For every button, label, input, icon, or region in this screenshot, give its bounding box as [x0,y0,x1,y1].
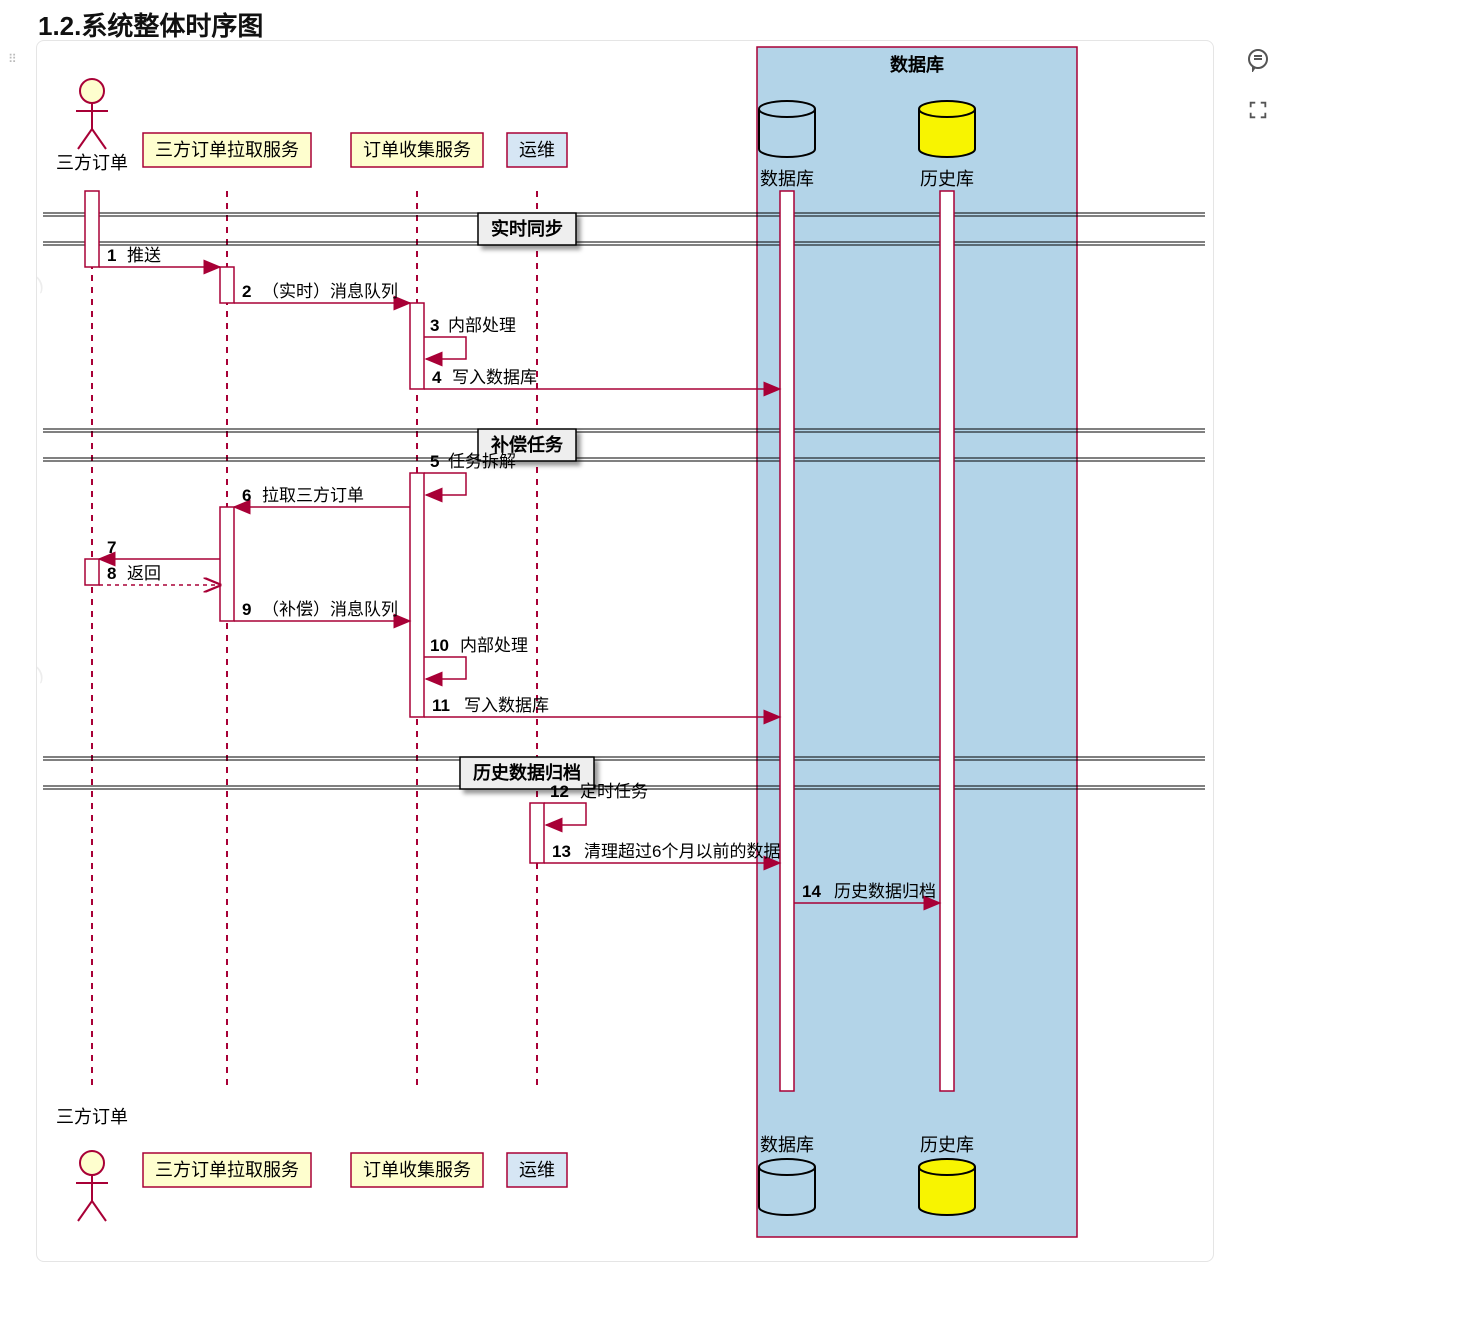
msg-label: 写入数据库 [464,696,549,715]
db-group-box [757,47,1077,1237]
msg-label: 返回 [127,564,161,583]
msg-num: 3 [430,316,439,335]
msg-label: 内部处理 [448,316,516,335]
db-cylinder [919,101,975,117]
participant-label: 历史库 [920,169,974,189]
msg-num: 8 [107,564,116,583]
fullscreen-icon[interactable] [1244,96,1272,124]
comment-icon[interactable] [1244,46,1272,74]
activation-db2 [940,191,954,1091]
participant-label: 历史库 [920,1135,974,1155]
msg-10 [424,657,466,679]
msg-num: 2 [242,282,251,301]
db-cylinder [919,1159,975,1175]
activation-p4 [530,803,544,863]
msg-label: 历史数据归档 [834,882,936,901]
activation-p1 [85,559,99,585]
activation-p2 [220,507,234,621]
msg-label: 内部处理 [460,636,528,655]
activation-p3 [410,473,424,717]
participant-label: 三方订单 [56,1107,128,1127]
watermark: 遥望科技 - 唯一(1665644) [441,41,664,44]
participant-label: 三方订单拉取服务 [155,140,299,160]
watermark: 644) [37,661,46,695]
msg-num: 12 [550,782,569,801]
page-title: 1.2.系统整体时序图 [38,6,263,43]
participant-label: 订单收集服务 [363,1160,471,1180]
msg-label: （实时）消息队列 [262,282,398,301]
msg-label: 拉取三方订单 [262,486,364,505]
actor-head [80,79,104,103]
msg-num: 9 [242,600,251,619]
activation-p1 [85,191,99,267]
msg-label: 任务拆解 [448,452,516,471]
actor-head [80,1151,104,1175]
msg-num: 13 [552,842,571,861]
msg-num: 14 [802,882,821,901]
drag-handle-icon[interactable]: ⠿ [8,56,19,62]
participant-label: 订单收集服务 [363,140,471,160]
db-group-title: 数据库 [890,54,944,75]
activation-p3 [410,303,424,389]
msg-num: 1 [107,246,116,265]
sequence-diagram: 遥望科技 - 唯一(1665644)遥望科技 - 唯644)遥望科技 - 唯64… [36,40,1214,1262]
msg-num: 10 [430,636,449,655]
db-cylinder [759,101,815,117]
msg-label: （补偿）消息队列 [262,600,398,619]
divider-label: 实时同步 [491,218,563,239]
watermark: 644) [37,271,46,305]
msg-num: 7 [107,538,116,557]
participant-label: 运维 [519,140,555,160]
msg-5 [424,473,466,495]
msg-label: 写入数据库 [452,368,537,387]
msg-12 [544,803,586,825]
msg-label: 清理超过6个月以前的数据 [584,842,780,861]
msg-num: 4 [432,368,442,387]
msg-label: 推送 [127,246,161,265]
msg-num: 5 [430,452,439,471]
participant-label: 三方订单 [56,153,128,173]
db-cylinder [759,1159,815,1175]
activation-p2 [220,267,234,303]
divider-label: 历史数据归档 [473,762,581,783]
activation-db1 [780,191,794,1091]
participant-label: 运维 [519,1160,555,1180]
msg-label: 定时任务 [580,782,648,801]
msg-3 [424,337,466,359]
msg-num: 6 [242,486,251,505]
participant-label: 数据库 [760,1135,814,1155]
msg-num: 11 [432,696,450,715]
participant-label: 三方订单拉取服务 [155,1160,299,1180]
participant-label: 数据库 [760,169,814,189]
